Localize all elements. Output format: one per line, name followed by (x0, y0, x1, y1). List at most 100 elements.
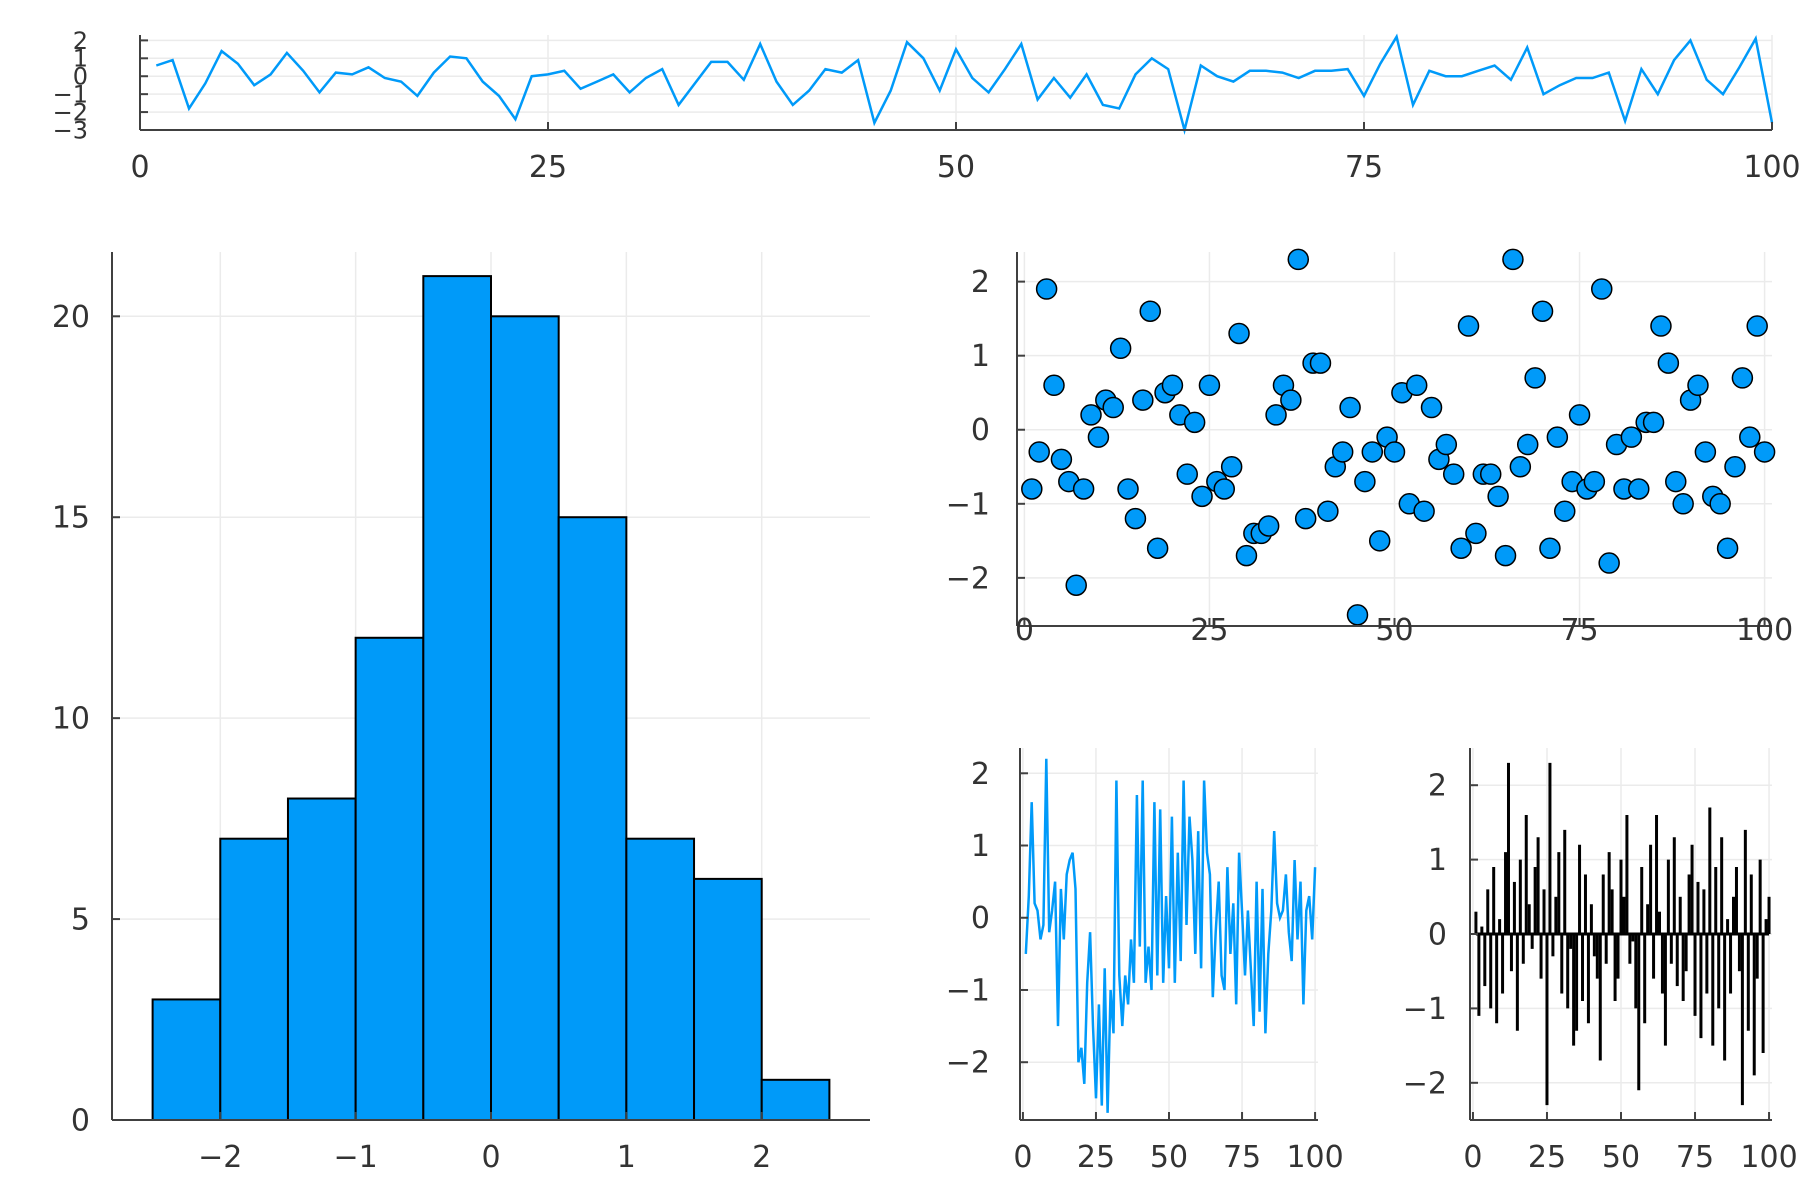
histogram-bar (422, 275, 493, 1122)
scatter-point (1502, 248, 1524, 271)
scatter-point (1628, 478, 1650, 500)
scatter-point (1583, 470, 1606, 493)
histogram-bar (151, 998, 222, 1122)
scatter-point (1028, 441, 1050, 463)
x-tick-label: 50 (1602, 1140, 1640, 1175)
y-tick-label: 10 (52, 702, 90, 737)
x-tick-label: 50 (1150, 1140, 1188, 1175)
x-tick-label: 75 (1560, 613, 1598, 648)
scatter-point (1531, 300, 1554, 322)
scatter-point (1280, 389, 1302, 411)
x-tick-label: 25 (1077, 1140, 1115, 1175)
y-tick-label: 1 (1428, 843, 1447, 878)
y-tick-label: 0 (971, 413, 990, 448)
scatter-point (1102, 396, 1124, 419)
y-tick-label: −3 (53, 116, 88, 144)
y-tick-label: 2 (1428, 769, 1447, 804)
x-tick-label: 25 (1528, 1140, 1566, 1175)
x-tick-label: 100 (1740, 1140, 1797, 1175)
sticks-black-panel: 0 25 50 75 100 −2 −1 0 1 2 (1403, 748, 1798, 1175)
scatter-point (1657, 352, 1680, 374)
scatter-point (1620, 426, 1643, 448)
x-tick-label: 100 (1736, 613, 1793, 648)
histogram-bar (693, 877, 763, 1122)
scatter-point (1339, 396, 1361, 419)
scatter-point (1553, 500, 1576, 522)
scatter-point (1346, 604, 1369, 626)
x-tick-label: 0 (130, 150, 149, 185)
scatter-point (1516, 433, 1539, 456)
x-tick-label: 0 (1015, 613, 1034, 648)
x-tick-label: 25 (1190, 613, 1228, 648)
x-tick-label: 1 (617, 1140, 636, 1175)
step-blue-panel: 0 25 50 75 100 −2 −1 0 1 2 (946, 748, 1344, 1175)
x-tick-label: 75 (1345, 150, 1383, 185)
scatter-point (1191, 485, 1213, 508)
scatter-point (1405, 374, 1428, 397)
scatter-point (1420, 396, 1443, 419)
x-tick-label: 0 (1463, 1140, 1482, 1175)
x-tick-label: −1 (334, 1140, 378, 1175)
y-tick-label: 0 (1428, 918, 1447, 953)
x-tick-label: 25 (529, 150, 567, 185)
scatter-point (1354, 470, 1376, 493)
scatter-point (1050, 448, 1073, 471)
scatter-point (1257, 515, 1280, 537)
scatter-point (1317, 500, 1339, 522)
scatter-point (1383, 441, 1406, 463)
y-tick-label: −1 (1403, 992, 1447, 1027)
scatter-point (1487, 485, 1509, 508)
scatter-point (1021, 478, 1043, 500)
y-tick-label: 1 (971, 829, 990, 864)
scatter-point (1665, 470, 1687, 493)
y-tick-label: 0 (73, 63, 88, 91)
scatter-point (1479, 463, 1502, 485)
histogram-bar (490, 315, 560, 1121)
y-tick-label: −1 (946, 487, 990, 522)
scatter-point (1146, 537, 1169, 559)
scatter-point (1457, 315, 1480, 337)
series-line (155, 33, 1774, 135)
scatter-point (1731, 367, 1754, 389)
y-tick-label: 2 (971, 757, 990, 792)
x-tick-label: 100 (1743, 150, 1800, 185)
scatter-point (1368, 530, 1391, 552)
scatter-point (1287, 248, 1310, 271)
scatter-point (1724, 456, 1746, 478)
scatter-point (1228, 322, 1250, 345)
scatter-point (1753, 441, 1776, 463)
y-tick-label: 15 (52, 501, 90, 536)
scatter-panel: 0 25 50 75 100 −2 −1 0 1 2 (946, 248, 1793, 648)
y-tick-label: −1 (53, 81, 88, 109)
y-tick-label: 2 (73, 27, 88, 55)
scatter-point (1672, 493, 1694, 515)
scatter-point (1709, 493, 1731, 515)
x-tick-label: 75 (1676, 1140, 1714, 1175)
scatter-point (1176, 463, 1198, 485)
scatter-point (1309, 352, 1332, 374)
scatter-point (1235, 544, 1258, 567)
scatter-point (1087, 426, 1110, 448)
scatter-point (1035, 278, 1058, 300)
scatter-point (1450, 537, 1472, 559)
x-tick-label: 0 (1013, 1140, 1032, 1175)
x-tick-label: −2 (198, 1140, 242, 1175)
histogram-bar (219, 837, 289, 1121)
histogram-bar (625, 837, 696, 1121)
scatter-point (1065, 574, 1087, 597)
y-tick-label: −2 (946, 1046, 990, 1081)
y-tick-label: 1 (73, 45, 88, 73)
scatter-point (1435, 433, 1458, 456)
x-tick-label: 50 (1375, 613, 1413, 648)
scatter-point (1139, 300, 1161, 322)
y-tick-label: −1 (946, 973, 990, 1008)
scatter-point (1442, 463, 1465, 485)
scatter-point (1198, 374, 1221, 397)
y-tick-label: −2 (1403, 1066, 1447, 1101)
scatter-point (1650, 315, 1672, 337)
scatter-point (1524, 367, 1546, 389)
scatter-point (1124, 507, 1147, 530)
